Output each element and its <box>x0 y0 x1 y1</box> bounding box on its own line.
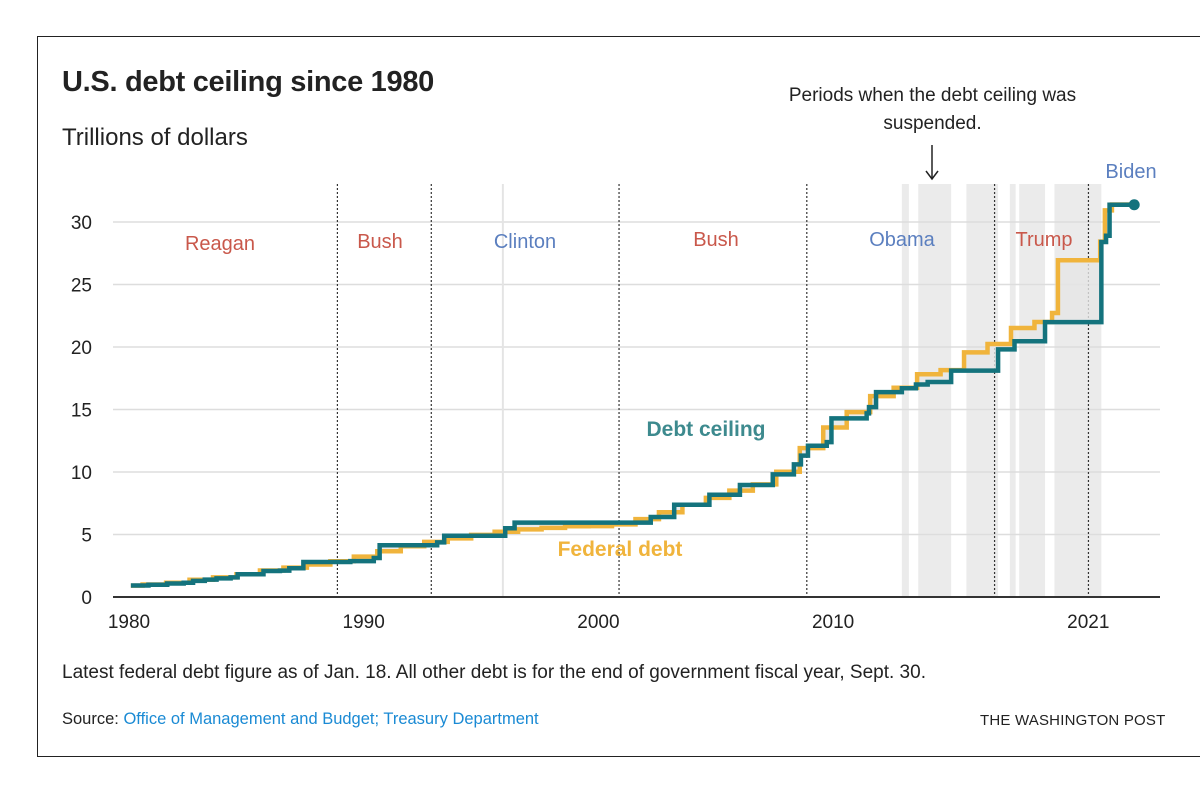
y-tick-label: 10 <box>71 463 92 484</box>
suspension-annotation: Periods when the debt ceiling was suspen… <box>788 85 1077 134</box>
source-label: Source: <box>62 710 119 728</box>
footnote: Latest federal debt figure as of Jan. 18… <box>62 662 926 683</box>
chart-frame <box>37 36 1200 757</box>
debt-ceiling-line <box>130 202 1135 588</box>
president-label: Obama <box>869 229 935 251</box>
y-tick-label: 0 <box>81 588 92 609</box>
suspended-period <box>1009 184 1016 597</box>
x-tick-label: 1990 <box>343 612 385 633</box>
source-link[interactable]: Office of Management and Budget; Treasur… <box>123 710 539 728</box>
suspended-period <box>966 184 999 597</box>
series-label-federal-debt: Federal debt <box>558 538 683 561</box>
president-label: Clinton <box>494 231 556 253</box>
series-label-debt-ceiling: Debt ceiling <box>646 418 765 441</box>
president-label: Trump <box>1015 229 1072 251</box>
x-tick-label: 2021 <box>1067 612 1109 633</box>
x-tick-label: 2000 <box>577 612 619 633</box>
y-tick-label: 30 <box>71 213 92 234</box>
source-line: Source: Office of Management and Budget;… <box>62 710 539 729</box>
president-label: Biden <box>1105 161 1156 183</box>
publisher-credit: THE WASHINGTON POST <box>980 712 1166 729</box>
president-label: Bush <box>357 231 403 253</box>
president-label: Reagan <box>185 233 255 255</box>
debt-ceiling-endpoint <box>1128 199 1140 211</box>
suspended-period <box>918 184 952 597</box>
annotation-arrowhead <box>925 170 939 181</box>
president-label: Bush <box>693 229 739 251</box>
suspended-period <box>1054 184 1102 597</box>
chart-subtitle: Trillions of dollars <box>62 124 248 151</box>
y-tick-label: 25 <box>71 276 92 297</box>
y-tick-label: 5 <box>81 526 92 547</box>
y-tick-label: 20 <box>71 338 92 359</box>
y-tick-label: 15 <box>71 401 92 422</box>
x-tick-label: 2010 <box>812 612 854 633</box>
chart-title: U.S. debt ceiling since 1980 <box>62 66 434 98</box>
x-tick-label: 1980 <box>108 612 150 633</box>
suspended-period <box>1019 184 1046 597</box>
